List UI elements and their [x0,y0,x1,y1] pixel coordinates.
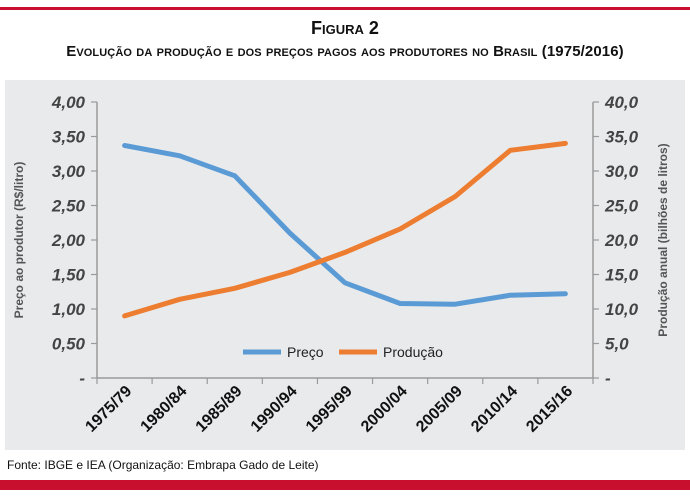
legend-label: Produção [383,344,443,360]
source-note: Fonte: IBGE e IEA (Organização: Embrapa … [7,458,319,472]
left-tick-label: 4,00 [51,93,86,112]
x-tick-label: 2005/09 [413,383,466,436]
right-tick-label: 20,0 [604,231,639,250]
x-tick-label: 1985/89 [193,383,246,436]
x-tick-label: 2010/14 [468,383,521,436]
left-tick-label: 0,50 [52,335,86,354]
right-tick-label: - [605,369,611,388]
left-tick-label: 1,50 [52,266,86,285]
right-tick-label: 5,0 [605,335,629,354]
left-tick-label: 2,50 [51,197,86,216]
x-tick-label: 1995/99 [303,383,356,436]
top-rule [0,7,690,10]
right-tick-label: 15,0 [605,266,639,285]
figure-label: Figura 2 [311,18,379,38]
left-tick-label: 2,00 [51,231,86,250]
x-tick-label: 2015/16 [523,383,576,436]
figure-title: Evolução da produção e dos preços pagos … [66,43,624,60]
legend-label: Preço [287,344,324,360]
line-chart: - 0,50 1,00 1,50 2,00 2,50 3,00 3,50 4,00 - 5,0 10,… [12,93,670,436]
right-tick-label: 30,0 [605,162,639,181]
x-tick-label: 2000/04 [358,383,411,436]
right-tick-label: 25,0 [604,197,639,216]
x-tick-label: 1975/79 [82,383,135,436]
right-tick-label: 10,0 [605,300,639,319]
x-tick-label: 1980/84 [138,383,191,436]
left-tick-label: - [79,369,85,388]
series-line-price [122,143,568,307]
left-tick-label: 1,00 [52,300,86,319]
right-tick-label: 35,0 [605,128,639,147]
bottom-rule [0,480,690,490]
chart-panel: - 0,50 1,00 1,50 2,00 2,50 3,00 3,50 4,00 - 5,0 10,… [5,80,685,450]
left-tick-label: 3,00 [52,162,86,181]
y2-axis-title: Produção anual (bilhões de litros) [656,143,670,336]
series-line-production [122,140,568,319]
right-tick-label: 40,0 [604,93,639,112]
y-axis-title: Preço ao produtor (R$/litro) [12,162,26,319]
x-tick-label: 1990/94 [248,383,301,436]
left-tick-label: 3,50 [52,128,86,147]
